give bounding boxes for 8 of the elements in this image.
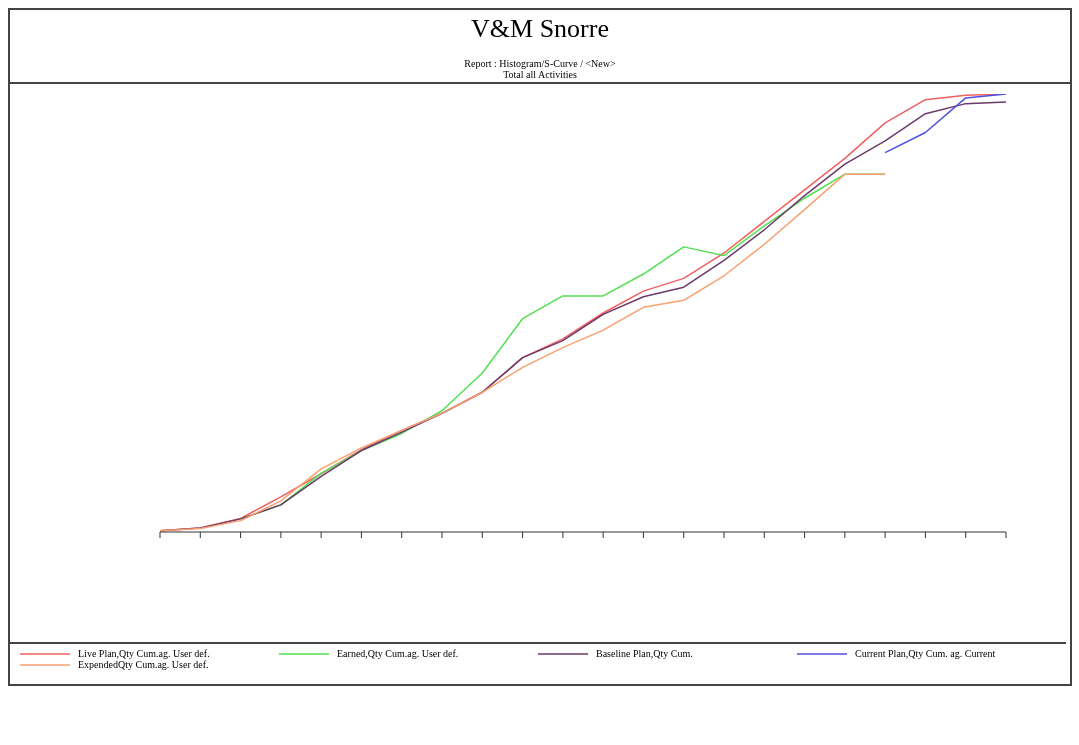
legend-label: Baseline Plan,Qty Cum. xyxy=(596,648,693,659)
text: Total all Activities xyxy=(502,69,578,80)
chart-subtitle: Report : Histogram/S-Curve / <New> xyxy=(463,58,617,69)
legend-label: ExpendedQty Cum.ag. User def. xyxy=(78,659,209,670)
legend-label: Current Plan,Qty Cum. ag. Current xyxy=(855,648,996,659)
legend-label: Live Plan,Qty Cum.ag. User def. xyxy=(78,648,210,659)
legend-label: Earned,Qty Cum.ag. User def. xyxy=(337,648,459,659)
chart-title: V&M Snorre xyxy=(470,14,610,44)
